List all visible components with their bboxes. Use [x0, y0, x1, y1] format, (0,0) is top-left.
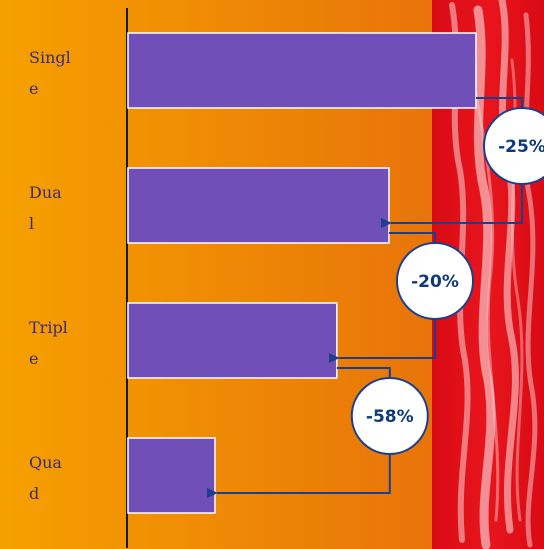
category-label-single: Singl e [29, 48, 71, 98]
bar-quad [127, 437, 216, 514]
bar-dual [127, 167, 390, 244]
change-badge-label: -25% [498, 137, 544, 157]
change-badge-2: -20% [396, 242, 474, 320]
category-labels-group: Singl e Dua l Tripl e Qua d [29, 48, 71, 503]
bar-triple [127, 302, 338, 379]
change-badge-circle [350, 377, 429, 455]
bar-single [127, 32, 477, 109]
category-label-dual: Dua l [29, 183, 62, 233]
category-label-quad: Qua d [29, 453, 62, 503]
change-badge-3: -58% [350, 377, 429, 455]
change-badge-circle [396, 242, 474, 320]
change-badges-group: -25% -20% -58% [350, 107, 544, 455]
change-badge-1: -25% [483, 107, 544, 185]
change-badge-circle [483, 107, 544, 185]
change-badge-label: -20% [411, 272, 459, 292]
change-badge-label: -58% [366, 407, 414, 427]
bars-group [127, 32, 477, 514]
category-label-triple: Tripl e [29, 318, 68, 368]
